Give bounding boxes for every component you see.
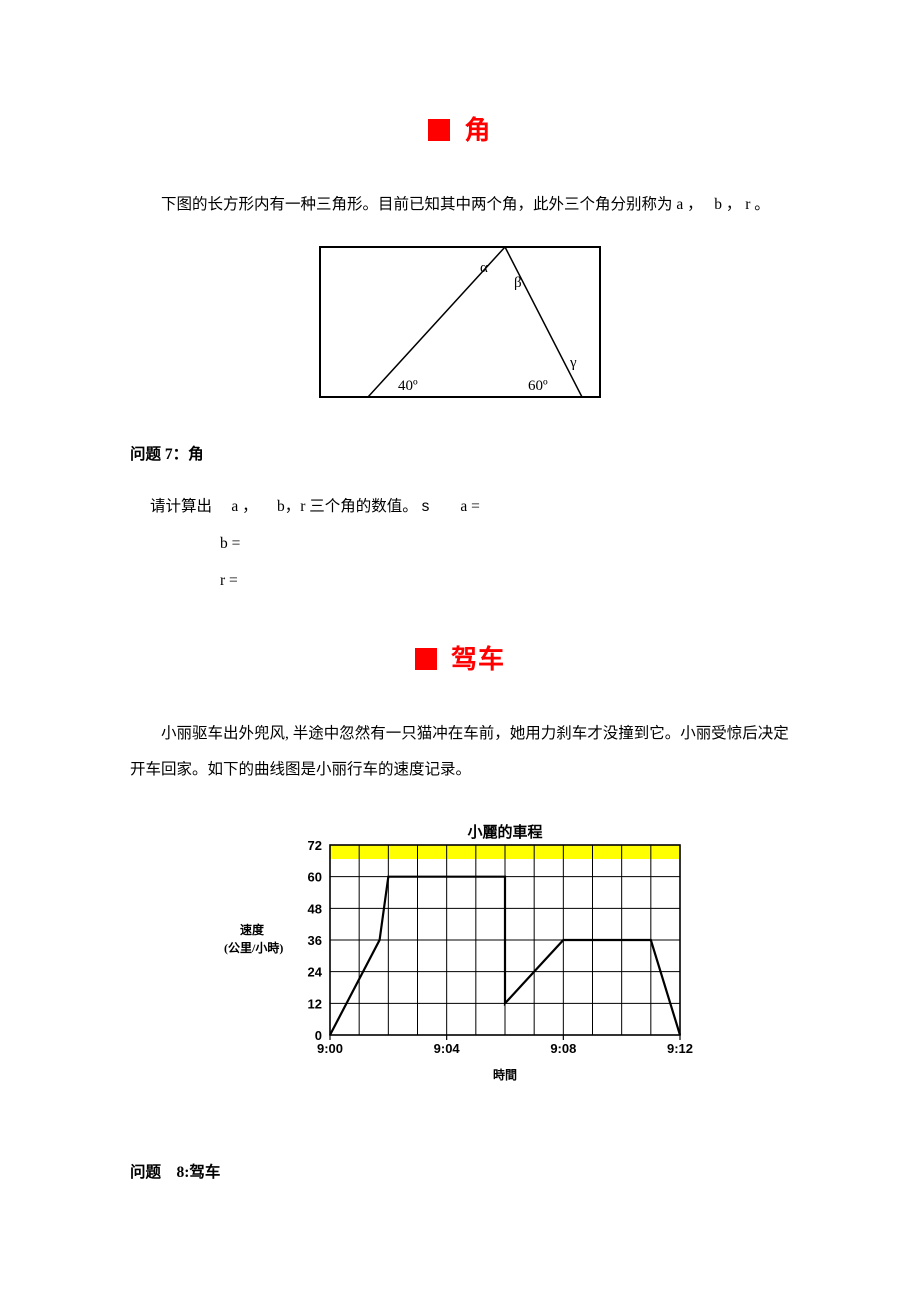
section-title-driving: 驾车: [130, 639, 790, 676]
svg-text:40º: 40º: [398, 378, 418, 394]
question-label-7: 问题 7：角: [130, 442, 790, 464]
svg-text:24: 24: [308, 965, 323, 980]
speed-chart: 小麗的車程01224364860729:009:049:089:12速度(公里/…: [130, 805, 790, 1100]
svg-text:12: 12: [308, 997, 322, 1012]
answer-a: a =: [460, 498, 480, 515]
svg-text:60º: 60º: [528, 378, 548, 394]
svg-text:72: 72: [308, 838, 322, 853]
answer-r: r =: [150, 562, 790, 599]
section-title-angles: 角: [130, 110, 790, 147]
svg-text:β: β: [514, 275, 522, 291]
intro-paragraph-angles: 下图的长方形内有一种三角形。目前已知其中两个角，此外三个角分别称为 a ， b …: [130, 187, 790, 223]
chart-svg: 小麗的車程01224364860729:009:049:089:12速度(公里/…: [220, 805, 700, 1095]
svg-text:9:04: 9:04: [434, 1041, 461, 1056]
svg-text:36: 36: [308, 933, 322, 948]
triangle-diagram: α β γ 40º 60º: [130, 237, 790, 412]
glyph: s: [422, 498, 430, 515]
question-label-8: 问题 8:驾车: [130, 1160, 790, 1182]
svg-text:60: 60: [308, 870, 322, 885]
svg-text:速度: 速度: [240, 922, 265, 937]
answer-prompt-text: 请计算出 a ， b，r 三个角的数值。: [150, 498, 418, 515]
svg-text:48: 48: [308, 902, 322, 917]
title-square-icon: [428, 119, 450, 141]
answer-block-angles: 请计算出 a ， b，r 三个角的数值。 s a = b = r =: [130, 488, 790, 600]
svg-text:α: α: [480, 260, 488, 276]
svg-text:9:08: 9:08: [550, 1041, 576, 1056]
svg-text:時間: 時間: [493, 1067, 517, 1082]
svg-text:9:00: 9:00: [317, 1041, 343, 1056]
intro-paragraph-driving: 小丽驱车出外兜风, 半途中忽然有一只猫冲在车前，她用力刹车才没撞到它。小丽受惊后…: [130, 716, 790, 787]
svg-text:9:12: 9:12: [667, 1041, 693, 1056]
title-text: 角: [464, 116, 491, 145]
triangle-svg: α β γ 40º 60º: [310, 237, 610, 407]
answer-b: b =: [150, 525, 790, 562]
answer-prompt-line: 请计算出 a ， b，r 三个角的数值。 s a =: [150, 488, 790, 525]
title-text: 驾车: [451, 645, 505, 674]
svg-text:γ: γ: [569, 355, 577, 371]
svg-text:(公里/小時): (公里/小時): [224, 940, 283, 955]
title-square-icon: [415, 648, 437, 670]
svg-text:小麗的車程: 小麗的車程: [467, 823, 542, 841]
